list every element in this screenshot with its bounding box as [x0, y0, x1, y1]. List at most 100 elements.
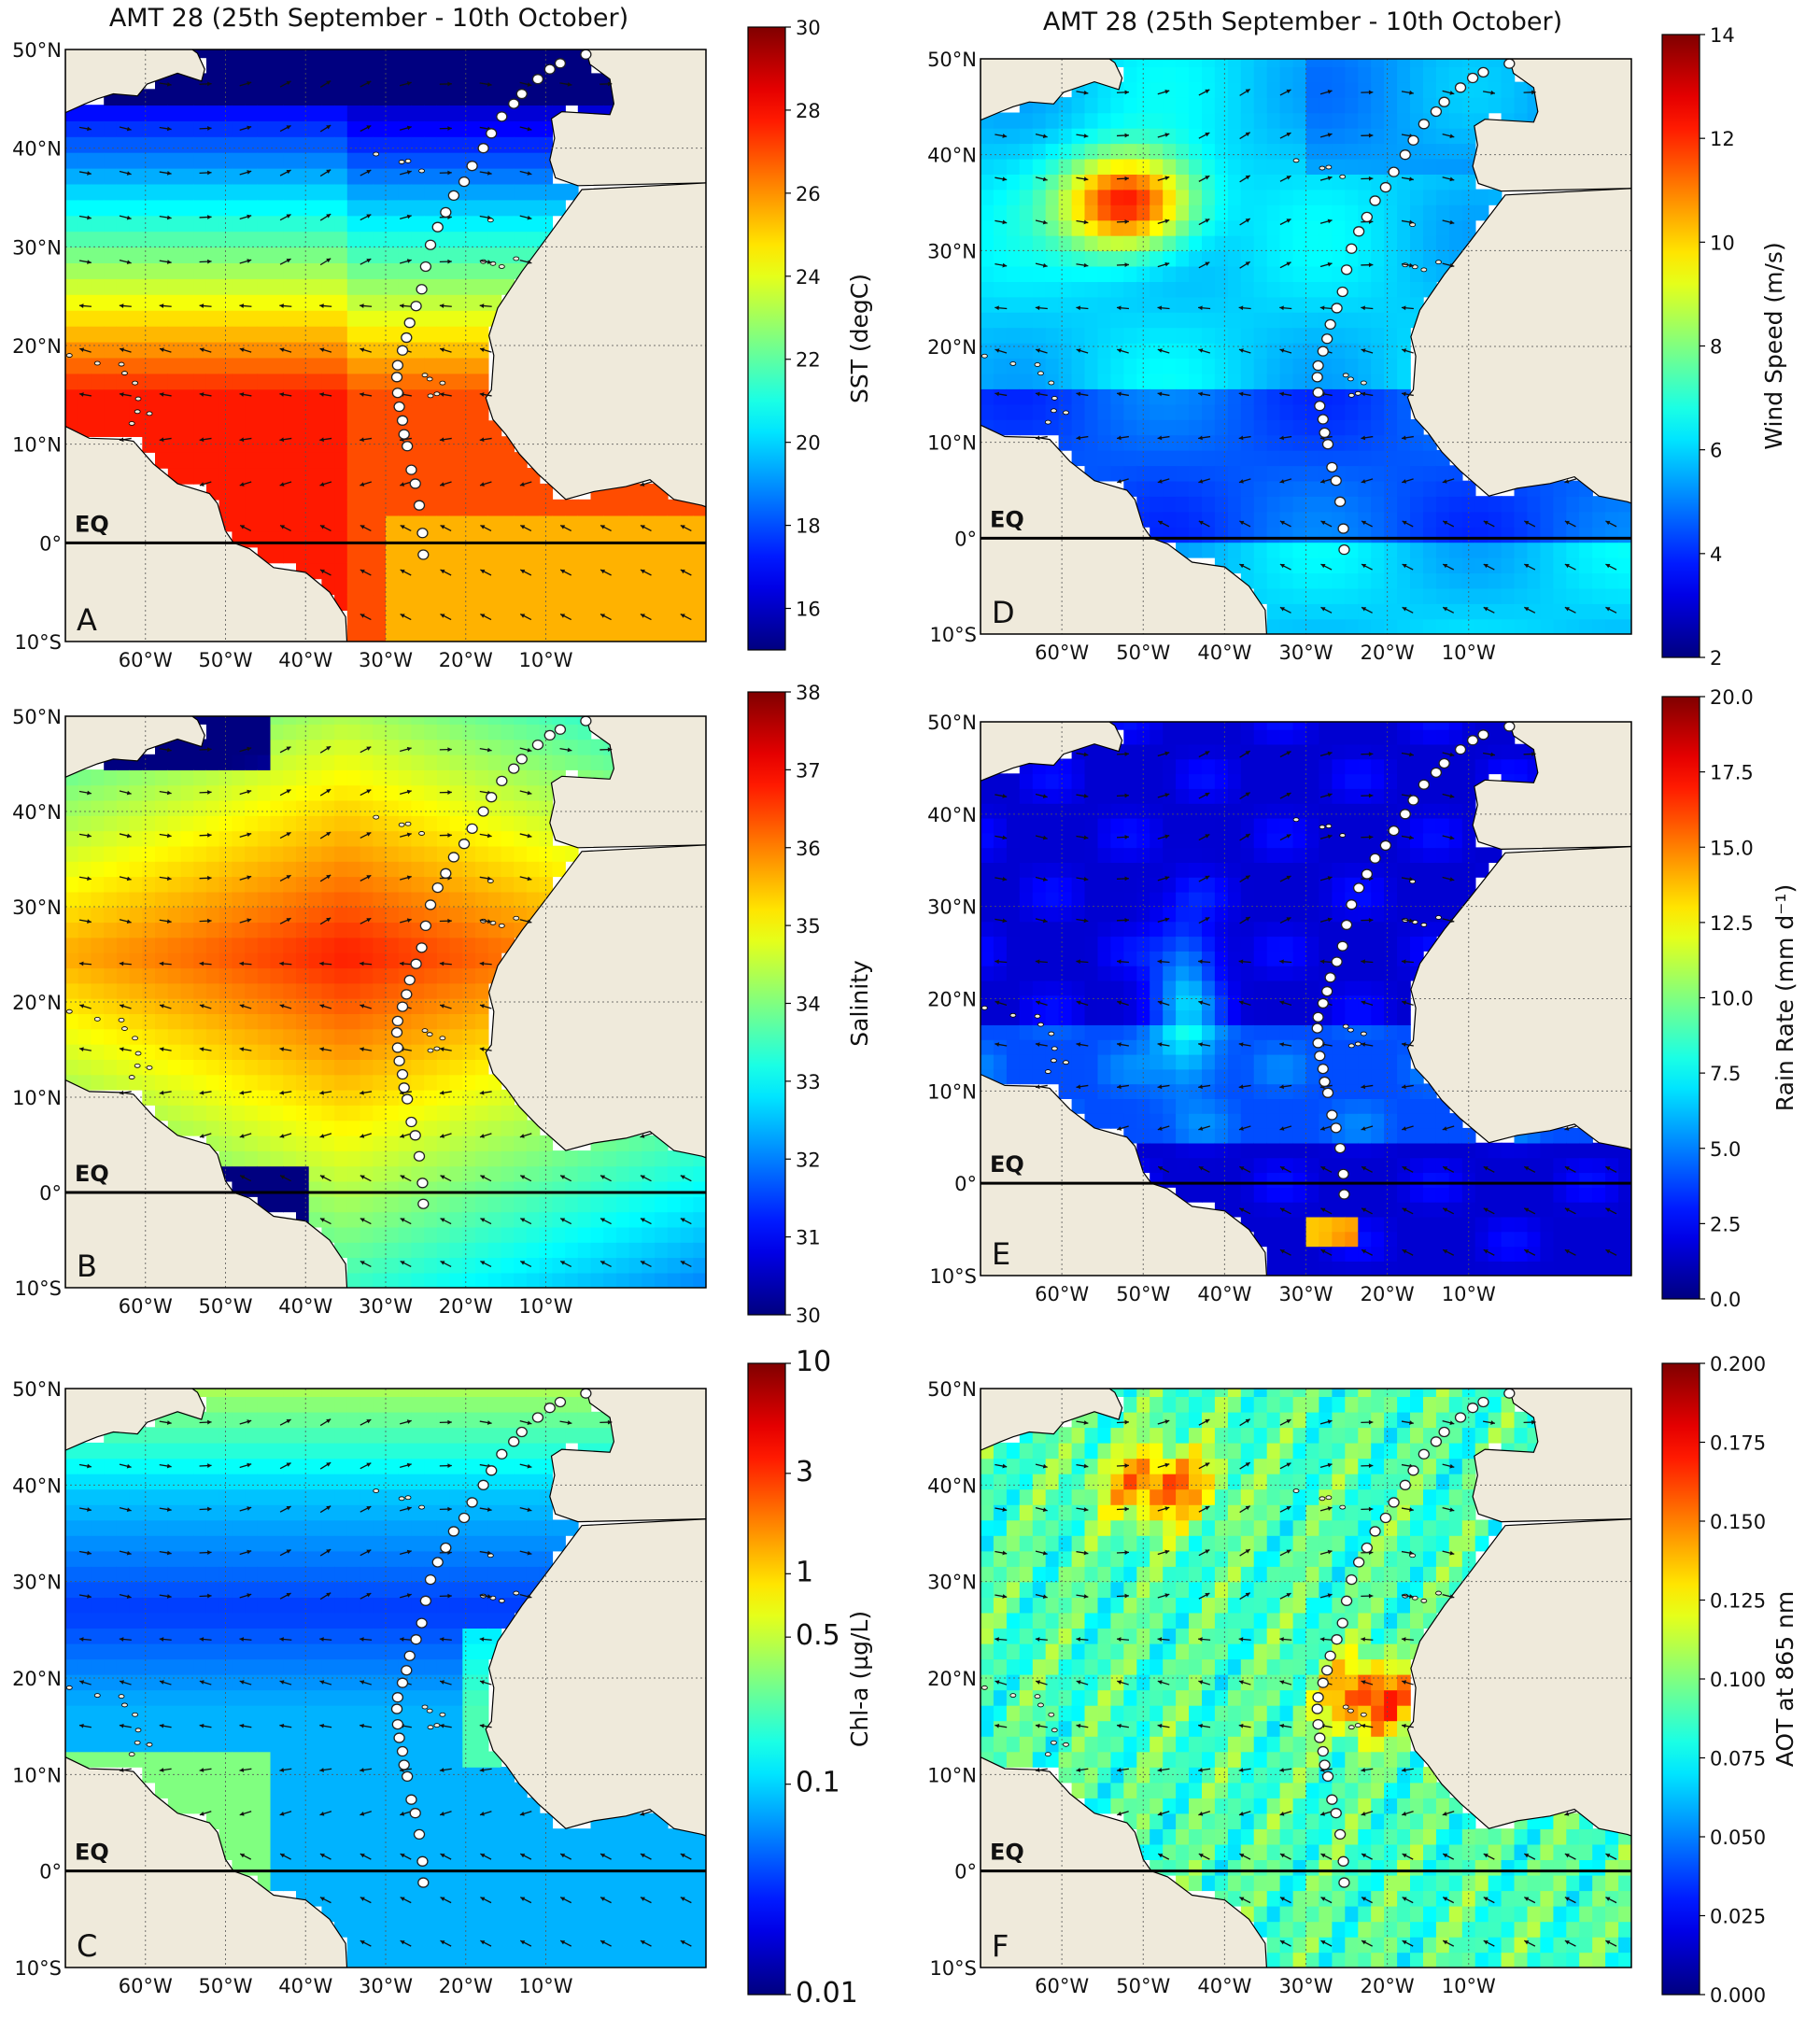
- landmass: [1406, 1518, 1631, 1837]
- station-marker: [1438, 1426, 1450, 1438]
- wind-arrow-head: [1238, 435, 1244, 441]
- colorbar-tick-label: 18: [796, 515, 821, 538]
- station-marker: [1388, 1497, 1400, 1508]
- wind-arrow-head: [239, 1811, 245, 1816]
- wind-arrow-head: [1157, 479, 1163, 484]
- station-marker: [1330, 1122, 1342, 1134]
- island: [146, 1065, 153, 1070]
- station-marker: [543, 63, 556, 75]
- station-marker: [1503, 1388, 1516, 1399]
- colorbar-tick-label: 26: [796, 183, 821, 205]
- wind-arrow-head: [166, 1594, 172, 1599]
- wind-arrow-head: [166, 215, 172, 220]
- wind-arrow-head: [1483, 1166, 1488, 1171]
- wind-arrow-head: [440, 1175, 445, 1179]
- wind-arrow-head: [326, 125, 332, 130]
- wind-arrow-head: [447, 1593, 452, 1599]
- station-marker: [1312, 1718, 1324, 1730]
- wind-arrow-head: [1286, 261, 1291, 266]
- wind-arrow-head: [1327, 1462, 1333, 1468]
- wind-arrow-head: [1076, 959, 1081, 965]
- wind-arrow-head: [1124, 876, 1129, 882]
- wind-arrow-head: [247, 1419, 252, 1424]
- wind-arrow-head: [1245, 1505, 1250, 1511]
- island: [1044, 1069, 1051, 1074]
- panel-letter-B: B: [77, 1248, 97, 1284]
- station-marker: [1326, 1794, 1338, 1805]
- wind-arrow-head: [279, 1680, 285, 1685]
- station-marker: [486, 128, 498, 139]
- wind-arrow-head: [119, 1768, 124, 1772]
- wind-arrow-head: [166, 919, 172, 924]
- island: [1347, 1027, 1354, 1033]
- wind-arrow-head: [120, 347, 124, 352]
- wind-arrow-head: [1361, 1940, 1367, 1945]
- wind-arrow-head: [1531, 1419, 1536, 1425]
- colorbar-tick-label: 0.025: [1710, 1906, 1766, 1928]
- island: [134, 1728, 142, 1733]
- station-marker: [1503, 58, 1516, 69]
- colorbar-tick-label: 0.0: [1710, 1289, 1741, 1311]
- station-marker: [391, 1692, 404, 1703]
- wind-arrow-head: [1279, 1723, 1285, 1728]
- colorbar-tick-label: 28: [796, 100, 821, 122]
- colorbar-A: 30 28 26 24 22 20 18 16 SST (degC): [747, 17, 873, 651]
- wind-arrow-head: [326, 1505, 332, 1511]
- station-marker: [1454, 82, 1467, 93]
- wind-arrow-head: [995, 959, 999, 965]
- wind-arrow-head: [1320, 1854, 1326, 1858]
- wind-arrow-head: [1327, 219, 1333, 224]
- island: [132, 1712, 139, 1717]
- wind-arrow-head: [159, 437, 164, 443]
- landmass: [65, 425, 348, 642]
- wind-arrow-head: [166, 81, 172, 87]
- wind-arrow-head: [640, 1134, 645, 1138]
- wind-arrow-head: [1002, 176, 1008, 182]
- wind-arrow-head: [326, 258, 332, 263]
- lon-tick-label: 10°W: [519, 649, 573, 671]
- wind-arrow-head: [1483, 1854, 1488, 1858]
- wind-arrow-head: [326, 746, 332, 751]
- wind-arrow-head: [400, 614, 405, 618]
- wind-arrow-head: [279, 1723, 285, 1728]
- wind-arrow-head: [1327, 1419, 1333, 1424]
- wind-arrow-head: [1205, 1506, 1210, 1511]
- wind-arrow-head: [406, 1506, 412, 1511]
- wind-arrow-head: [1117, 391, 1122, 397]
- lon-tick-label: 20°W: [439, 1975, 493, 1997]
- wind-arrow-head: [479, 1680, 485, 1685]
- station-marker: [1324, 1650, 1336, 1661]
- wind-arrow-head: [199, 1047, 205, 1052]
- wind-arrow-head: [1524, 564, 1530, 569]
- station-marker: [440, 867, 452, 879]
- wind-arrow-head: [166, 126, 172, 132]
- wind-arrow-head: [119, 961, 124, 966]
- wind-arrow-head: [1002, 1594, 1008, 1599]
- wind-arrow-head: [1124, 1419, 1129, 1425]
- wind-arrow-head: [1286, 1593, 1291, 1598]
- colorbar-label: AOT at 865 nm: [1771, 1591, 1799, 1768]
- wind-arrow-head: [479, 961, 485, 966]
- wind-arrow-head: [1327, 1549, 1333, 1555]
- wind-arrow-head: [1124, 133, 1129, 138]
- wind-arrow-head: [199, 1004, 205, 1008]
- wind-arrow-head: [1279, 391, 1285, 397]
- station-marker: [496, 775, 508, 787]
- wind-arrow-head: [319, 1680, 325, 1685]
- wind-arrow-head: [640, 1897, 645, 1901]
- wind-arrow-head: [1286, 133, 1291, 137]
- island: [1347, 376, 1354, 382]
- island: [1063, 410, 1069, 416]
- wind-arrow-head: [1279, 1768, 1284, 1772]
- wind-arrow-head: [1164, 751, 1170, 756]
- wind-arrow-head: [1449, 1507, 1455, 1513]
- wind-arrow-head: [406, 875, 412, 881]
- lon-tick-label: 40°W: [1197, 1283, 1251, 1305]
- station-marker: [1324, 972, 1336, 983]
- station-marker: [391, 1042, 404, 1053]
- island: [373, 151, 380, 157]
- panel-C: EQ 50°N 40°N 30°N 20°N 10°N 0° 10°S 60°W 50°W 40°W…: [12, 1346, 873, 2010]
- wind-arrow-head: [1042, 1463, 1048, 1469]
- colorbar-tick-label: 31: [796, 1227, 821, 1249]
